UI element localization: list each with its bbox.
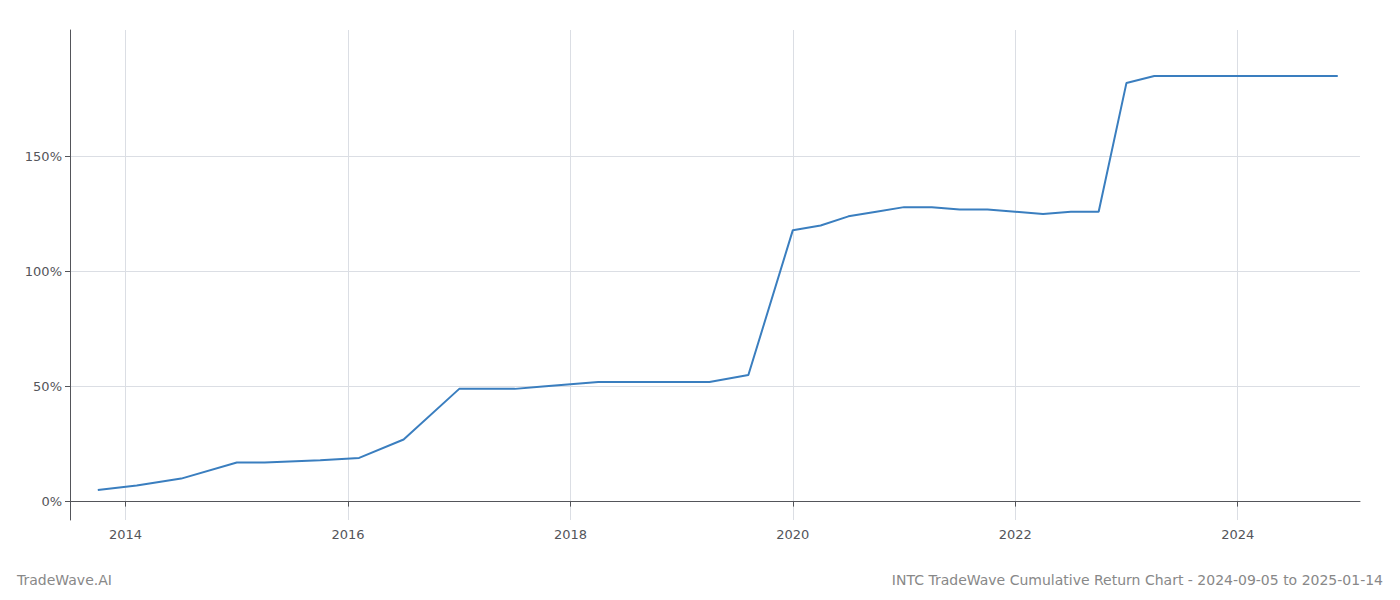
svg-text:2016: 2016	[331, 527, 364, 542]
svg-text:TradeWave.AI: TradeWave.AI	[16, 572, 112, 588]
svg-text:2022: 2022	[999, 527, 1032, 542]
svg-text:2020: 2020	[776, 527, 809, 542]
svg-text:INTC TradeWave Cumulative Retu: INTC TradeWave Cumulative Return Chart -…	[892, 572, 1383, 588]
svg-text:0%: 0%	[41, 494, 62, 509]
svg-text:2014: 2014	[109, 527, 142, 542]
svg-text:50%: 50%	[33, 379, 62, 394]
svg-text:2018: 2018	[554, 527, 587, 542]
svg-text:2024: 2024	[1221, 527, 1254, 542]
svg-text:150%: 150%	[25, 149, 62, 164]
svg-text:100%: 100%	[25, 264, 62, 279]
